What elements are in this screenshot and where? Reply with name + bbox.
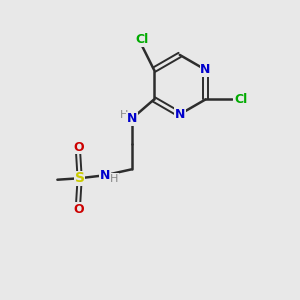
- Text: N: N: [200, 63, 211, 76]
- Text: O: O: [73, 202, 83, 216]
- Text: H: H: [120, 110, 128, 120]
- Text: S: S: [75, 171, 85, 185]
- Text: N: N: [127, 112, 137, 125]
- Text: N: N: [175, 108, 185, 121]
- Text: Cl: Cl: [136, 33, 149, 46]
- Text: H: H: [110, 174, 118, 184]
- Text: O: O: [73, 141, 83, 154]
- Text: N: N: [100, 169, 110, 182]
- Text: Cl: Cl: [234, 93, 247, 106]
